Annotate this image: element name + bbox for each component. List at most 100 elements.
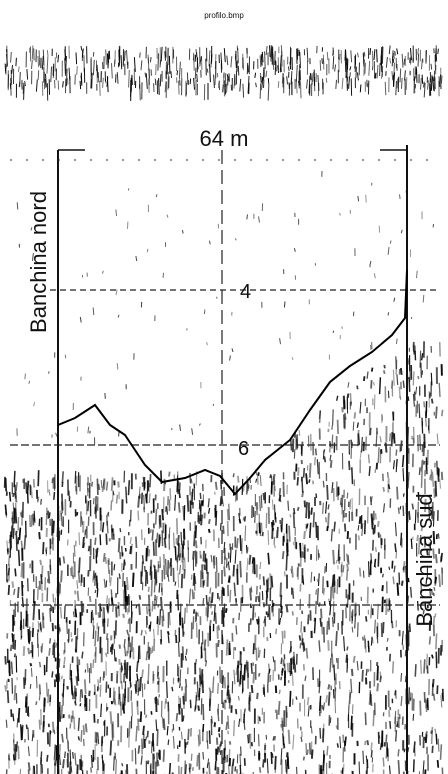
noise-stroke	[372, 709, 375, 727]
noise-stroke	[71, 638, 73, 642]
noise-stroke	[13, 653, 16, 658]
noise-stroke	[105, 681, 108, 693]
noise-stroke	[229, 355, 231, 361]
noise-stroke	[128, 721, 131, 737]
noise-stroke	[257, 595, 261, 603]
noise-stroke	[64, 354, 67, 359]
noise-stroke	[50, 66, 52, 83]
noise-stroke	[370, 345, 372, 351]
noise-stroke	[381, 585, 384, 592]
noise-stroke	[434, 613, 437, 618]
noise-stroke	[373, 619, 377, 634]
noise-stroke	[367, 645, 370, 649]
noise-stroke	[160, 596, 163, 611]
noise-stroke	[173, 532, 175, 548]
noise-stroke	[388, 566, 391, 571]
noise-stroke	[49, 608, 52, 622]
noise-stroke	[359, 450, 362, 459]
noise-stroke	[224, 699, 227, 703]
noise-stroke	[106, 76, 109, 93]
noise-stroke	[342, 395, 345, 410]
noise-stroke	[350, 668, 354, 677]
noise-stroke	[306, 749, 309, 755]
noise-stroke	[402, 493, 405, 497]
noise-stroke	[423, 82, 426, 98]
noise-stroke	[410, 538, 413, 549]
noise-stroke	[319, 727, 322, 739]
noise-stroke	[30, 667, 33, 677]
noise-stroke	[109, 711, 113, 725]
noise-stroke	[37, 70, 40, 80]
noise-stroke	[252, 671, 255, 684]
noise-stroke	[156, 698, 160, 706]
noise-stroke	[435, 406, 438, 419]
noise-stroke	[119, 528, 122, 533]
noise-stroke	[80, 72, 83, 86]
noise-stroke	[312, 512, 316, 528]
noise-stroke	[422, 294, 425, 303]
noise-stroke	[376, 604, 379, 620]
noise-stroke	[115, 759, 118, 774]
noise-stroke	[413, 76, 416, 82]
noise-stroke	[102, 671, 105, 681]
noise-stroke	[171, 686, 174, 692]
noise-stroke	[412, 341, 416, 355]
noise-stroke	[169, 488, 172, 500]
noise-stroke	[309, 73, 312, 80]
noise-stroke	[395, 356, 397, 370]
noise-stroke	[40, 574, 43, 585]
noise-stroke	[164, 51, 166, 61]
noise-stroke	[387, 247, 390, 255]
noise-stroke	[156, 729, 159, 747]
noise-stroke	[231, 765, 234, 774]
noise-stroke	[305, 647, 309, 659]
noise-stroke	[336, 743, 339, 748]
noise-stroke	[148, 68, 150, 86]
noise-stroke	[403, 58, 406, 65]
noise-stroke	[298, 635, 302, 641]
noise-stroke	[97, 626, 100, 642]
noise-stroke	[162, 718, 166, 730]
noise-stroke	[399, 532, 403, 546]
noise-stroke	[137, 646, 140, 663]
noise-stroke	[175, 712, 179, 722]
noise-stroke	[214, 508, 217, 518]
noise-stroke	[12, 713, 15, 722]
noise-stroke	[271, 47, 273, 65]
noise-stroke	[400, 580, 404, 586]
noise-stroke	[242, 83, 245, 98]
noise-stroke	[370, 750, 373, 758]
noise-stroke	[382, 503, 386, 513]
noise-stroke	[161, 716, 165, 729]
noise-stroke	[321, 58, 323, 64]
noise-stroke	[189, 699, 192, 709]
noise-stroke	[157, 752, 160, 760]
noise-stroke	[374, 547, 378, 553]
noise-stroke	[393, 565, 396, 573]
noise-stroke	[326, 526, 329, 532]
noise-stroke	[35, 79, 38, 92]
noise-stroke	[229, 546, 232, 563]
noise-stroke	[30, 485, 33, 499]
noise-stroke	[308, 463, 312, 478]
noise-stroke	[335, 658, 338, 663]
noise-stroke	[159, 514, 162, 528]
noise-stroke	[329, 603, 332, 616]
noise-stroke	[62, 759, 65, 769]
noise-stroke	[269, 474, 272, 479]
noise-stroke	[425, 409, 428, 416]
noise-stroke	[235, 625, 238, 635]
noise-stroke	[15, 530, 18, 536]
noise-stroke	[78, 557, 81, 573]
noise-stroke	[166, 214, 169, 218]
noise-stroke	[120, 680, 123, 690]
noise-stroke	[237, 48, 239, 64]
noise-stroke	[247, 75, 250, 94]
noise-stroke	[16, 536, 20, 545]
noise-stroke	[31, 45, 34, 60]
noise-stroke	[249, 603, 253, 609]
noise-stroke	[143, 494, 146, 510]
noise-stroke	[185, 80, 187, 95]
noise-stroke	[425, 577, 428, 584]
noise-stroke	[160, 46, 163, 62]
